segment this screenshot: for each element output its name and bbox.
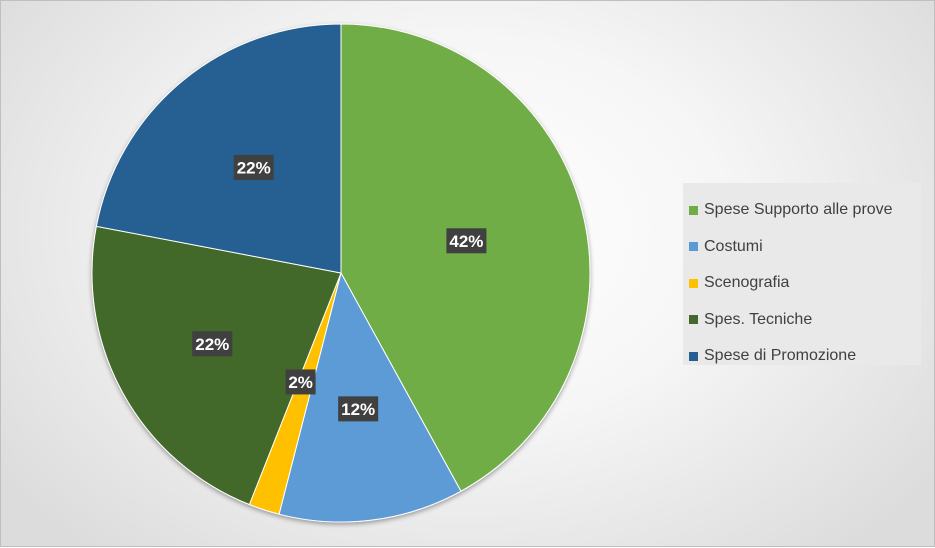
data-label-2: 12% [338, 396, 379, 422]
legend-swatch [689, 351, 698, 361]
data-label-4: 22% [192, 331, 233, 357]
legend-item: Spese Supporto alle prove [689, 192, 921, 229]
data-label-box [192, 331, 233, 357]
legend: Spese Supporto alle prove Costumi Scenogra… [683, 183, 921, 365]
data-label-text: 22% [237, 158, 271, 177]
legend-swatch [689, 315, 698, 325]
data-label-text: 2% [288, 373, 313, 392]
legend-swatch [689, 205, 698, 215]
legend-label: Spese di Promozione [704, 347, 857, 365]
data-label-text: 42% [449, 232, 483, 251]
legend-swatch [689, 242, 698, 252]
legend-item: Scenografia [689, 265, 921, 302]
pie-slice-5 [95, 23, 342, 274]
data-label-text: 12% [341, 400, 375, 419]
data-label-5: 22% [233, 154, 274, 180]
data-label-box [233, 154, 274, 180]
legend-item: Costumi [689, 229, 921, 266]
data-label-3: 2% [285, 369, 316, 395]
legend-label: Spese Supporto alle prove [704, 201, 893, 219]
legend-swatch [689, 278, 698, 288]
pie-slice-4 [91, 225, 342, 506]
data-label-box [285, 369, 316, 395]
legend-item: Spese di Promozione [689, 338, 921, 375]
data-label-box [446, 228, 487, 254]
data-label-1: 42% [446, 228, 487, 254]
legend-label: Scenografia [704, 274, 790, 292]
data-label-text: 22% [195, 335, 229, 354]
pie-slice-1 [340, 23, 591, 492]
data-label-box [338, 396, 379, 422]
legend-label: Costumi [704, 237, 763, 255]
legend-label: Spes. Tecniche [704, 310, 813, 328]
legend-item: Spes. Tecniche [689, 302, 921, 339]
